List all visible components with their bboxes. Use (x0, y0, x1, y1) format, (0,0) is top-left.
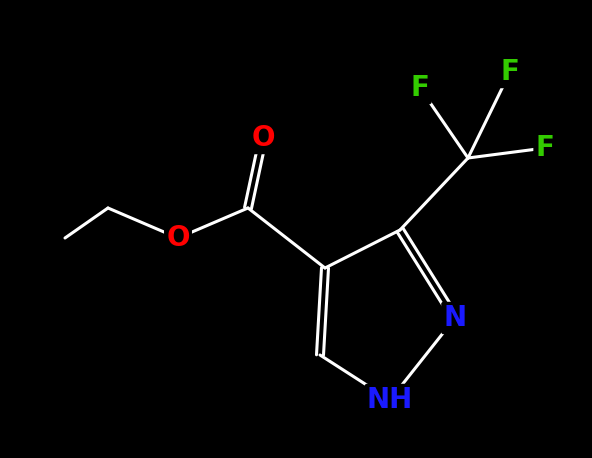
Text: NH: NH (367, 386, 413, 414)
Text: F: F (536, 134, 555, 162)
Text: F: F (501, 58, 519, 86)
Text: F: F (411, 74, 429, 102)
Text: O: O (166, 224, 190, 252)
Text: N: N (443, 304, 466, 332)
Text: O: O (251, 124, 275, 152)
